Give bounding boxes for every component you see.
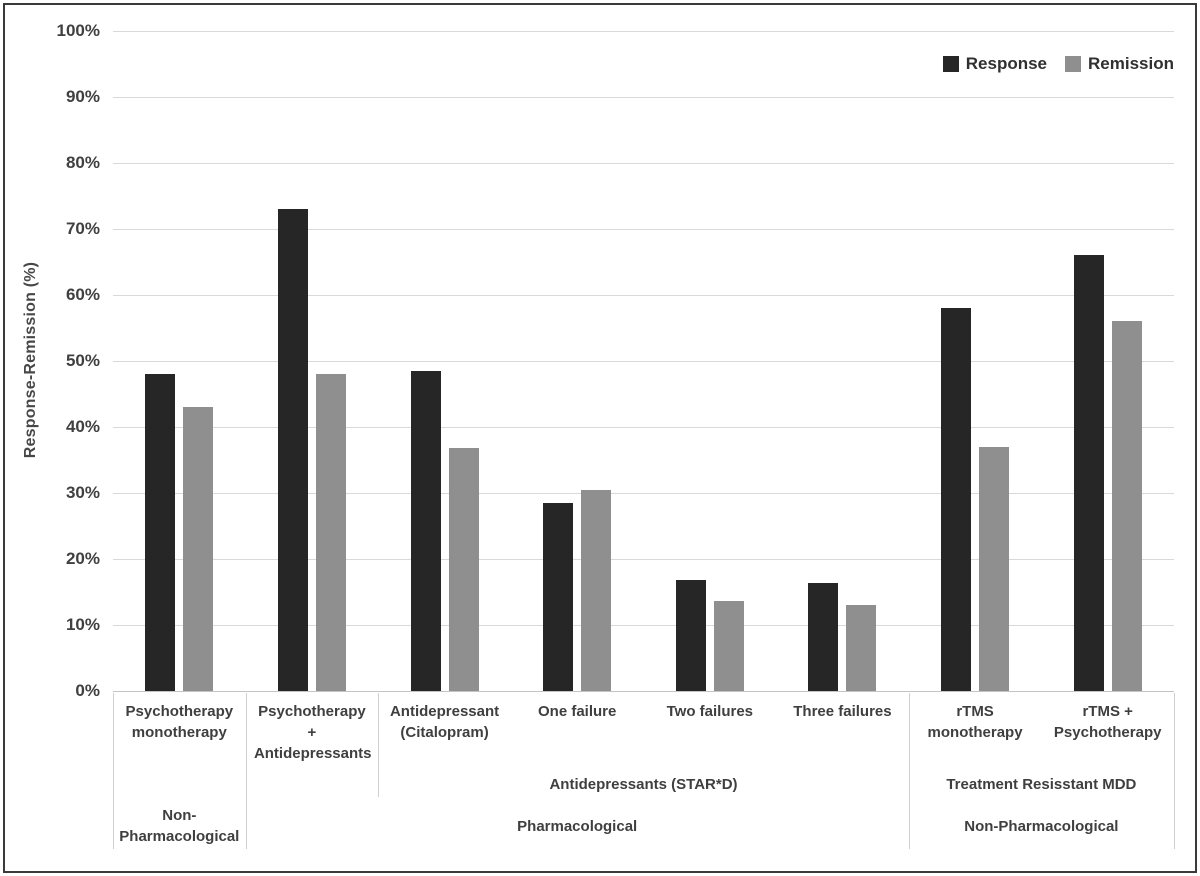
y-tick-label: 10% (65, 615, 100, 634)
y-tick-label: 20% (65, 549, 100, 568)
category-label: Three failures (793, 703, 892, 720)
table-divider (245, 693, 247, 849)
bar-response (675, 580, 706, 691)
bar-remission (448, 448, 479, 691)
gridline (113, 229, 1174, 230)
gridline (113, 361, 1174, 362)
legend-item: Remission (1065, 54, 1174, 74)
gridline (113, 31, 1174, 32)
y-tick-label: 70% (65, 219, 100, 238)
y-tick-label: 60% (65, 285, 100, 304)
bar-response (808, 583, 839, 691)
legend-swatch (942, 56, 959, 72)
gridline (113, 625, 1174, 626)
bar-remission (713, 600, 744, 691)
bar-response (1073, 255, 1104, 691)
bar-response (410, 370, 441, 691)
bar-remission (581, 489, 612, 691)
y-tick-label: 40% (65, 417, 100, 436)
table-divider (378, 693, 380, 797)
legend-swatch (1065, 56, 1082, 72)
bar-response (543, 502, 574, 691)
table-divider (908, 693, 910, 849)
bar-response (277, 209, 308, 691)
category-label: Psychotherapy monotherapy (125, 703, 234, 741)
bar-remission (979, 446, 1010, 691)
bar-response (145, 374, 176, 691)
bar-remission (315, 374, 346, 691)
legend-label: Remission (1088, 54, 1174, 73)
gridline (113, 427, 1174, 428)
x-axis-line (113, 691, 1174, 692)
legend-item: Response (942, 54, 1048, 74)
category-label: Two failures (666, 703, 754, 720)
y-tick-label: 100% (56, 21, 100, 40)
category-label: Antidepressant (Citalopram) (389, 703, 500, 741)
group-outer-label: Non-Pharmacological (964, 817, 1119, 835)
gridline (113, 163, 1174, 164)
gridline (113, 493, 1174, 494)
gridline (113, 97, 1174, 98)
legend: Response Remission (900, 54, 1174, 74)
bar-remission (846, 605, 877, 691)
category-label: Psychotherapy + Antidepressants (253, 703, 372, 762)
bar-response (941, 308, 972, 691)
y-tick-label: 90% (65, 87, 100, 106)
bar-remission (183, 407, 214, 691)
category-label: One failure (538, 703, 617, 720)
category-label: rTMS + Psychotherapy (1053, 703, 1162, 741)
bar-remission (1111, 321, 1142, 691)
group-outer-label: Pharmacological (517, 817, 638, 835)
y-tick-label: 80% (65, 153, 100, 172)
y-tick-label: 30% (65, 483, 100, 502)
gridline (113, 559, 1174, 560)
table-divider (113, 693, 114, 849)
category-label: rTMS monotherapy (927, 703, 1023, 741)
y-tick-label: 50% (65, 351, 100, 370)
table-divider (1174, 693, 1175, 849)
legend-label: Response (965, 54, 1048, 73)
group-outer-label: Non-Pharmacological (119, 807, 240, 845)
group-mid-label: Antidepressants (STAR*D) (549, 775, 738, 793)
y-tick-label: 0% (75, 681, 100, 700)
group-mid-label: Treatment Resisstant MDD (946, 775, 1137, 793)
gridline (113, 295, 1174, 296)
